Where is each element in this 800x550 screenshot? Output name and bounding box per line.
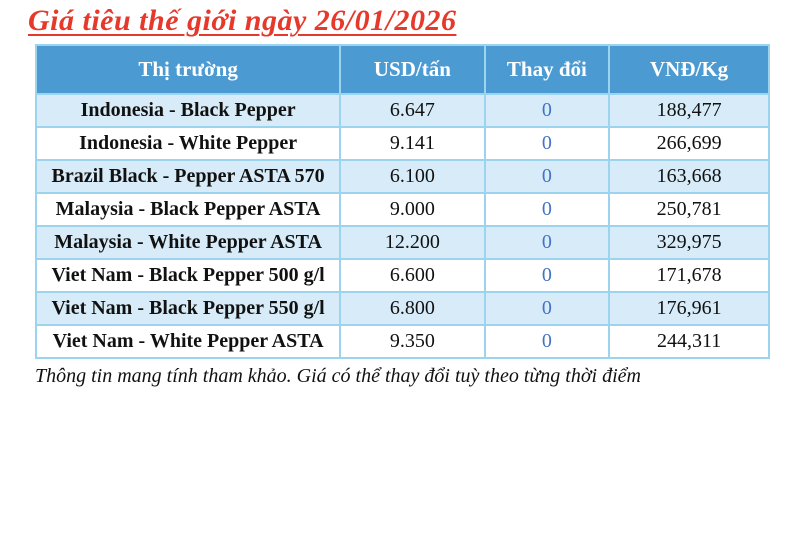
table-header-row: Thị trường USD/tấn Thay đổi VNĐ/Kg <box>34 44 770 95</box>
table-row: Indonesia - Black Pepper 6.647 0 188,477 <box>34 93 770 128</box>
usd-cell: 9.000 <box>339 192 486 227</box>
vnd-cell: 176,961 <box>608 291 770 326</box>
change-cell: 0 <box>483 192 611 227</box>
usd-cell: 9.350 <box>339 324 486 359</box>
change-cell: 0 <box>483 291 611 326</box>
table-row: Malaysia - White Pepper ASTA 12.200 0 32… <box>34 225 770 260</box>
change-cell: 0 <box>483 126 611 161</box>
change-cell: 0 <box>483 225 611 260</box>
market-cell: Brazil Black - Pepper ASTA 570 <box>34 159 342 194</box>
vnd-cell: 244,311 <box>608 324 770 359</box>
vnd-cell: 171,678 <box>608 258 770 293</box>
market-cell: Malaysia - Black Pepper ASTA <box>34 192 342 227</box>
column-header-usd: USD/tấn <box>339 44 486 95</box>
vnd-cell: 188,477 <box>608 93 770 128</box>
table-row: Viet Nam - Black Pepper 500 g/l 6.600 0 … <box>34 258 770 293</box>
usd-cell: 6.800 <box>339 291 486 326</box>
usd-cell: 6.647 <box>339 93 486 128</box>
market-cell: Indonesia - White Pepper <box>34 126 342 161</box>
pepper-price-table: Thị trường USD/tấn Thay đổi VNĐ/Kg Indon… <box>34 44 770 359</box>
table-row: Viet Nam - Black Pepper 550 g/l 6.800 0 … <box>34 291 770 326</box>
page: Giá tiêu thế giới ngày 26/01/2026 Thị tr… <box>0 4 800 550</box>
usd-cell: 9.141 <box>339 126 486 161</box>
usd-cell: 6.600 <box>339 258 486 293</box>
table-row: Indonesia - White Pepper 9.141 0 266,699 <box>34 126 770 161</box>
column-header-change: Thay đổi <box>483 44 611 95</box>
market-cell: Viet Nam - White Pepper ASTA <box>34 324 342 359</box>
change-cell: 0 <box>483 324 611 359</box>
table-row: Brazil Black - Pepper ASTA 570 6.100 0 1… <box>34 159 770 194</box>
page-title: Giá tiêu thế giới ngày 26/01/2026 <box>28 4 457 37</box>
usd-cell: 6.100 <box>339 159 486 194</box>
market-cell: Malaysia - White Pepper ASTA <box>34 225 342 260</box>
market-cell: Viet Nam - Black Pepper 550 g/l <box>34 291 342 326</box>
change-cell: 0 <box>483 159 611 194</box>
vnd-cell: 163,668 <box>608 159 770 194</box>
column-header-vnd: VNĐ/Kg <box>608 44 770 95</box>
market-cell: Viet Nam - Black Pepper 500 g/l <box>34 258 342 293</box>
market-cell: Indonesia - Black Pepper <box>34 93 342 128</box>
change-cell: 0 <box>483 258 611 293</box>
disclaimer-note: Thông tin mang tính tham khảo. Giá có th… <box>35 365 641 387</box>
usd-cell: 12.200 <box>339 225 486 260</box>
change-cell: 0 <box>483 93 611 128</box>
vnd-cell: 250,781 <box>608 192 770 227</box>
vnd-cell: 266,699 <box>608 126 770 161</box>
table-row: Malaysia - Black Pepper ASTA 9.000 0 250… <box>34 192 770 227</box>
table-row: Viet Nam - White Pepper ASTA 9.350 0 244… <box>34 324 770 359</box>
vnd-cell: 329,975 <box>608 225 770 260</box>
column-header-market: Thị trường <box>34 44 342 95</box>
